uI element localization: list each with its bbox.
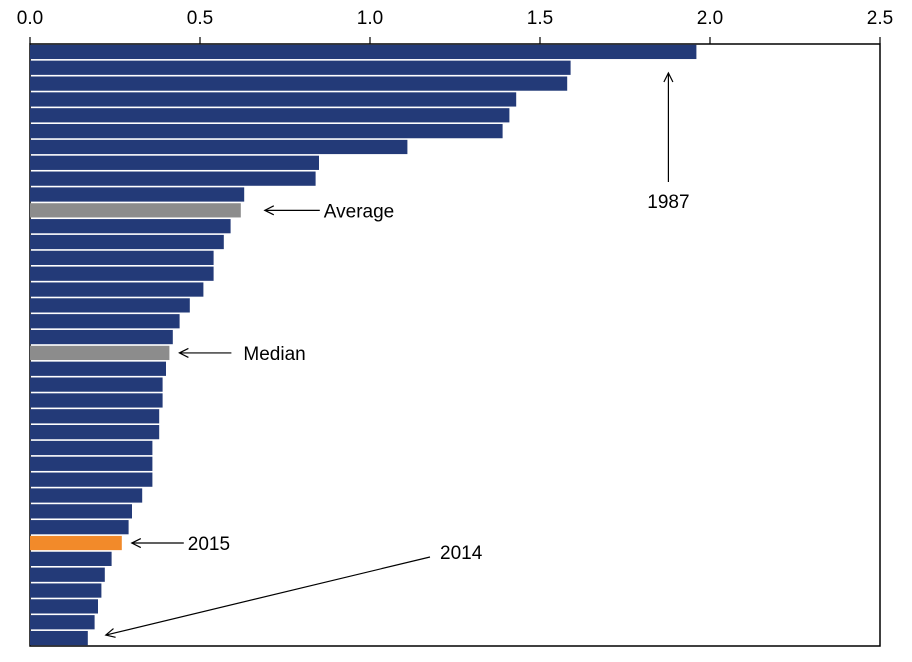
annotation-arrowhead (130, 537, 142, 549)
plot-frame (29, 43, 881, 647)
bar-year (30, 440, 153, 456)
bar-year (30, 504, 132, 519)
bar-highlight (30, 535, 122, 551)
bar-year (30, 108, 510, 123)
bar-year (30, 409, 160, 424)
bar-year (30, 520, 129, 535)
x-tick-label: 1.0 (357, 8, 383, 29)
bar-year (30, 329, 173, 345)
x-tick-label: 0.5 (187, 8, 213, 29)
bar-year (30, 92, 517, 107)
annotation-label: Average (324, 201, 394, 222)
annotations-group: 1987 Average Median 2015 2014 (104, 71, 690, 638)
annotation-label: 2015 (188, 534, 230, 555)
x-axis: 0.0 0.5 1.0 1.5 2.0 2.5 (17, 8, 893, 44)
annotation-label: 2014 (440, 543, 483, 564)
bar-year (30, 583, 102, 598)
x-tick-label: 0.0 (17, 8, 43, 29)
bar-year (30, 599, 98, 614)
bar-year (30, 472, 153, 487)
bars-group (30, 44, 697, 646)
bar-year (30, 488, 143, 503)
bar-year (30, 298, 190, 313)
bar-year (30, 377, 163, 392)
bar-year (30, 187, 245, 202)
x-tick-label: 2.5 (867, 8, 893, 29)
annotation-label: 1987 (647, 192, 689, 213)
bar-year (30, 314, 180, 329)
bar-year (30, 456, 153, 471)
bar-year (30, 393, 163, 408)
bar-year (30, 630, 88, 646)
bar-year (30, 551, 112, 566)
annotation-arrow (105, 556, 431, 636)
annotation-arrowhead (663, 71, 674, 83)
bar-year (30, 171, 316, 186)
bar-year (30, 76, 568, 91)
bar-year (30, 234, 224, 250)
x-tick-label: 2.0 (697, 8, 723, 29)
bar-year (30, 155, 319, 170)
bar-year (30, 567, 105, 582)
x-tick-label: 1.5 (527, 8, 553, 29)
annotation-arrowhead (263, 205, 275, 216)
bar-year (30, 266, 214, 281)
bar-year (30, 615, 95, 630)
bar-year (30, 282, 204, 297)
bar-year (30, 139, 408, 155)
bar-median (30, 345, 170, 361)
annotation-arrowhead (104, 628, 116, 638)
bar-year (30, 60, 571, 75)
bar-year (30, 250, 214, 265)
bar-year (30, 124, 503, 139)
annotation-label: Median (243, 344, 305, 365)
bar-year (30, 219, 231, 234)
bar-year (30, 425, 160, 440)
annotation-arrowhead (178, 347, 189, 358)
bar-average (30, 203, 241, 218)
bar-year (30, 44, 697, 60)
bar-year (30, 361, 166, 376)
